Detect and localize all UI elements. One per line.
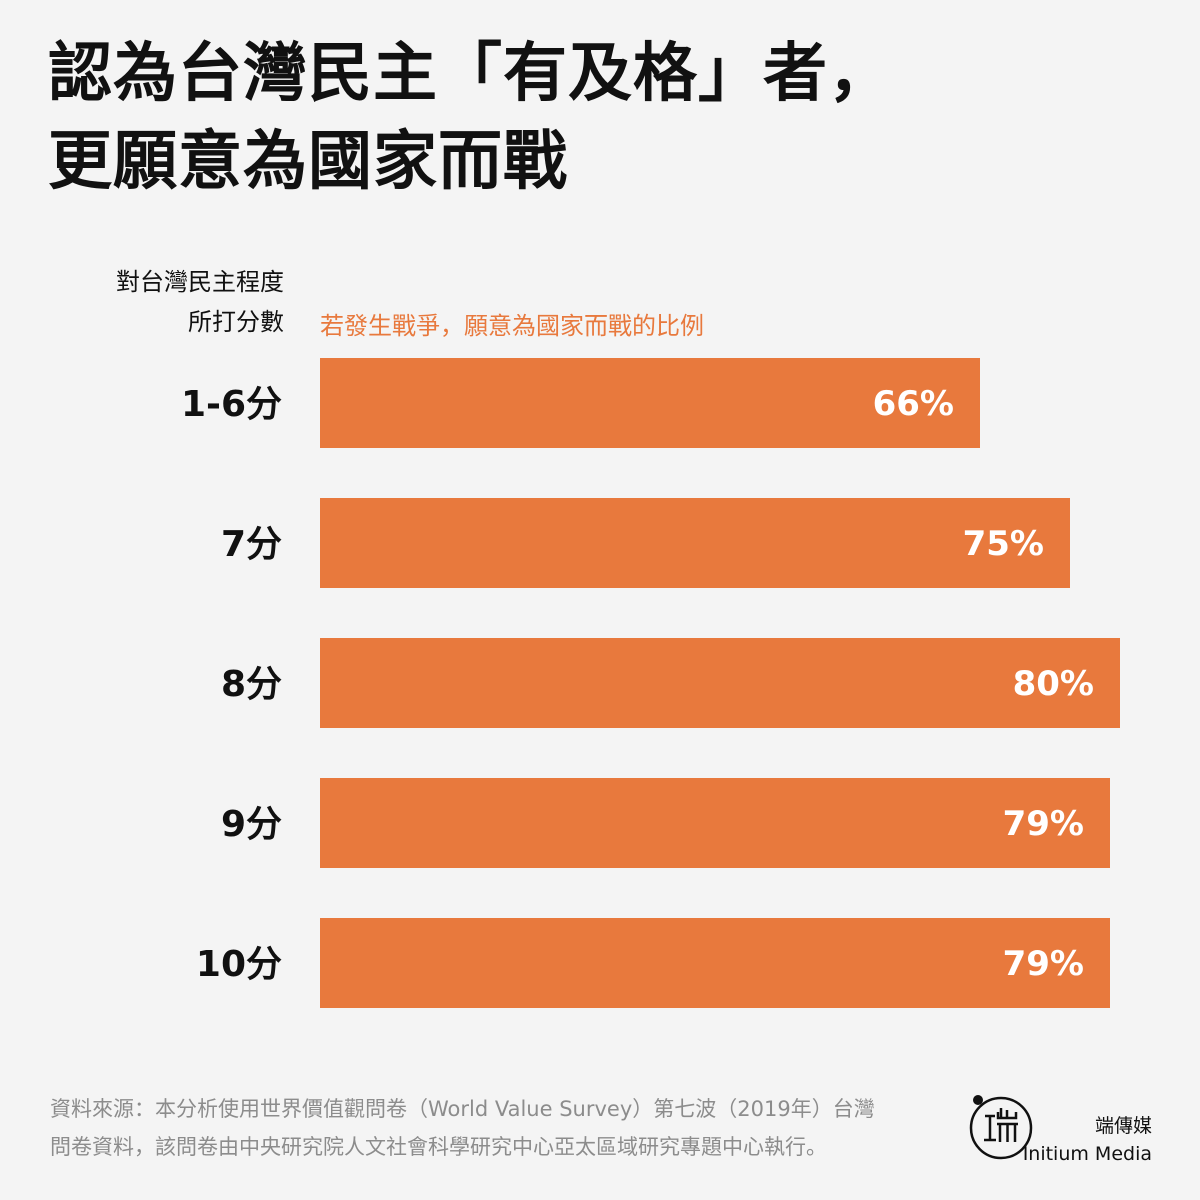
chart-title-line-2: 更願意為國家而戰 — [48, 125, 568, 199]
value-label-1: 66% — [873, 384, 954, 424]
brand-name-en: Initium Media — [1022, 1143, 1152, 1165]
category-label-1: 1-6分 — [181, 384, 282, 425]
brand: 端傳媒 Initium Media — [1023, 1112, 1152, 1168]
value-label-4: 79% — [1003, 804, 1084, 844]
source-footnote-line-1: 資料來源：本分析使用世界價值觀問卷（World Value Survey）第七波… — [50, 1097, 875, 1121]
bar-3 — [320, 638, 1120, 728]
chart-title: 認為台灣民主「有及格」者， 更願意為國家而戰 — [48, 30, 1148, 206]
series-label: 若發生戰爭，願意為國家而戰的比例 — [320, 312, 704, 340]
bar-chart: 1-6分 66% 7分 75% 8分 80% 9分 79% 10分 79% — [181, 358, 1120, 1008]
bar-5 — [320, 918, 1110, 1008]
value-label-2: 75% — [963, 524, 1044, 564]
category-axis-label-line-2: 所打分數 — [188, 308, 284, 336]
category-label-3: 8分 — [221, 664, 282, 705]
bar-1 — [320, 358, 980, 448]
category-axis-label: 對台灣民主程度 所打分數 — [40, 262, 284, 342]
category-label-2: 7分 — [221, 524, 282, 565]
source-footnote-line-2: 問卷資料，該問卷由中央研究院人文社會科學研究中心亞太區域研究專題中心執行。 — [50, 1135, 827, 1159]
chart-title-line-1: 認為台灣民主「有及格」者， — [48, 37, 893, 111]
brand-name-zh: 端傳媒 — [1094, 1115, 1152, 1137]
value-label-5: 79% — [1003, 944, 1084, 984]
category-axis-label-line-1: 對台灣民主程度 — [116, 268, 284, 296]
bar-2 — [320, 498, 1070, 588]
initium-logo-icon — [969, 1095, 1033, 1160]
bar-4 — [320, 778, 1110, 868]
category-label-5: 10分 — [196, 944, 282, 985]
category-label-4: 9分 — [221, 804, 282, 845]
source-footnote: 資料來源：本分析使用世界價值觀問卷（World Value Survey）第七波… — [50, 1090, 950, 1166]
value-label-3: 80% — [1013, 664, 1094, 704]
